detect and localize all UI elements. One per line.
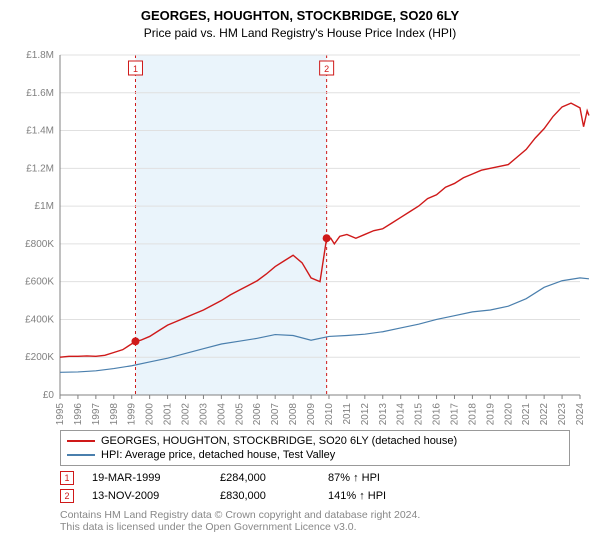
- sale-price: £284,000: [220, 472, 310, 484]
- sale-marker-icon: 2: [60, 489, 74, 503]
- svg-text:2016: 2016: [432, 403, 443, 425]
- svg-text:2013: 2013: [378, 403, 389, 425]
- svg-text:2022: 2022: [539, 403, 550, 425]
- sale-row: 2 13-NOV-2009 £830,000 141% ↑ HPI: [60, 487, 570, 505]
- sale-price: £830,000: [220, 490, 310, 502]
- svg-text:2003: 2003: [198, 403, 209, 425]
- footer-line-1: Contains HM Land Registry data © Crown c…: [60, 509, 570, 521]
- legend-row-1: GEORGES, HOUGHTON, STOCKBRIDGE, SO20 6LY…: [67, 434, 563, 448]
- svg-text:£1.8M: £1.8M: [26, 50, 54, 61]
- svg-text:2019: 2019: [485, 403, 496, 425]
- footer: Contains HM Land Registry data © Crown c…: [60, 509, 570, 533]
- svg-text:£400K: £400K: [25, 314, 54, 325]
- sale-marker-icon: 1: [60, 471, 74, 485]
- svg-text:2017: 2017: [449, 403, 460, 425]
- sales-list: 1 19-MAR-1999 £284,000 87% ↑ HPI 2 13-NOV-200…: [60, 469, 570, 505]
- legend-swatch-2: [67, 454, 95, 456]
- svg-text:2008: 2008: [288, 403, 299, 425]
- svg-text:1996: 1996: [73, 403, 84, 425]
- legend-label-2: HPI: Average price, detached house, Test…: [101, 449, 335, 461]
- legend: GEORGES, HOUGHTON, STOCKBRIDGE, SO20 6LY…: [60, 430, 570, 466]
- svg-text:2006: 2006: [252, 403, 263, 425]
- page-title: GEORGES, HOUGHTON, STOCKBRIDGE, SO20 6LY: [0, 0, 600, 23]
- svg-text:2018: 2018: [467, 403, 478, 425]
- sale-pct: 141% ↑ HPI: [328, 490, 386, 502]
- svg-text:£1.6M: £1.6M: [26, 88, 54, 99]
- svg-text:2004: 2004: [216, 403, 227, 425]
- legend-row-2: HPI: Average price, detached house, Test…: [67, 448, 563, 462]
- svg-text:2012: 2012: [360, 403, 371, 425]
- chart-area: £0 £200K £400K £600K £800K £1M £1.2M £1.4M £1.6M…: [5, 45, 595, 425]
- svg-text:2010: 2010: [324, 403, 335, 425]
- svg-text:2002: 2002: [181, 403, 192, 425]
- footer-line-2: This data is licensed under the Open Gov…: [60, 521, 570, 533]
- svg-text:£1.2M: £1.2M: [26, 163, 54, 174]
- svg-text:1: 1: [133, 64, 138, 74]
- svg-text:2011: 2011: [342, 403, 353, 425]
- svg-text:1995: 1995: [55, 403, 66, 425]
- svg-text:2021: 2021: [521, 403, 532, 425]
- svg-text:£600K: £600K: [25, 277, 54, 288]
- sale-date: 13-NOV-2009: [92, 490, 202, 502]
- svg-text:2000: 2000: [145, 403, 156, 425]
- page-subtitle: Price paid vs. HM Land Registry's House …: [0, 23, 600, 45]
- svg-text:2001: 2001: [163, 403, 174, 425]
- chart-svg: £0 £200K £400K £600K £800K £1M £1.2M £1.4M £1.6M…: [5, 45, 595, 425]
- legend-label-1: GEORGES, HOUGHTON, STOCKBRIDGE, SO20 6LY…: [101, 435, 457, 447]
- svg-text:2023: 2023: [557, 403, 568, 425]
- svg-text:£0: £0: [43, 390, 55, 401]
- svg-text:2: 2: [324, 64, 329, 74]
- svg-text:1998: 1998: [109, 403, 120, 425]
- svg-text:£1M: £1M: [35, 201, 54, 212]
- legend-swatch-1: [67, 440, 95, 442]
- svg-text:2015: 2015: [414, 403, 425, 425]
- svg-text:1999: 1999: [127, 403, 138, 425]
- svg-text:2007: 2007: [270, 403, 281, 425]
- sale-row: 1 19-MAR-1999 £284,000 87% ↑ HPI: [60, 469, 570, 487]
- svg-text:£200K: £200K: [25, 352, 54, 363]
- svg-text:1997: 1997: [91, 403, 102, 425]
- svg-text:2014: 2014: [396, 403, 407, 425]
- svg-text:2020: 2020: [503, 403, 514, 425]
- svg-text:£1.4M: £1.4M: [26, 126, 54, 137]
- svg-text:£800K: £800K: [25, 239, 54, 250]
- svg-text:2009: 2009: [306, 403, 317, 425]
- svg-text:2024: 2024: [575, 403, 586, 425]
- sale-pct: 87% ↑ HPI: [328, 472, 380, 484]
- svg-text:2005: 2005: [234, 403, 245, 425]
- sale-date: 19-MAR-1999: [92, 472, 202, 484]
